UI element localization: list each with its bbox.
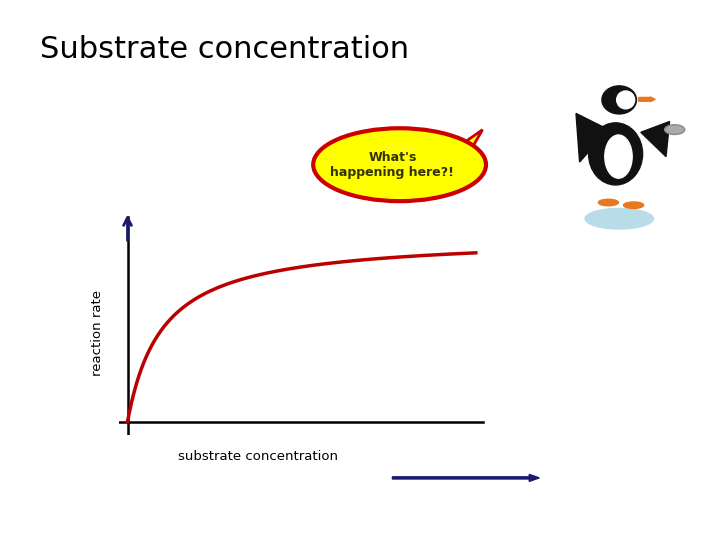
Text: reaction rate: reaction rate — [91, 289, 104, 375]
Text: substrate concentration: substrate concentration — [178, 450, 338, 463]
Text: Substrate concentration: Substrate concentration — [40, 35, 409, 64]
Text: What's
happening here?!: What's happening here?! — [330, 151, 454, 179]
